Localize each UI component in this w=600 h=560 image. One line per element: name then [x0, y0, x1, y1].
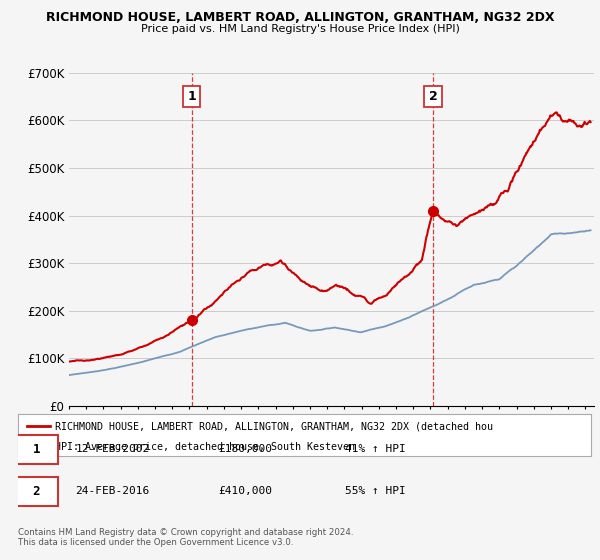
FancyBboxPatch shape — [15, 435, 58, 464]
Text: 12-FEB-2002: 12-FEB-2002 — [76, 444, 149, 454]
Text: RICHMOND HOUSE, LAMBERT ROAD, ALLINGTON, GRANTHAM, NG32 2DX: RICHMOND HOUSE, LAMBERT ROAD, ALLINGTON,… — [46, 11, 554, 24]
Text: Price paid vs. HM Land Registry's House Price Index (HPI): Price paid vs. HM Land Registry's House … — [140, 24, 460, 34]
Text: £180,000: £180,000 — [218, 444, 272, 454]
Text: 1: 1 — [187, 90, 196, 103]
Text: Contains HM Land Registry data © Crown copyright and database right 2024.
This d: Contains HM Land Registry data © Crown c… — [18, 528, 353, 547]
FancyBboxPatch shape — [15, 477, 58, 506]
Text: 24-FEB-2016: 24-FEB-2016 — [76, 486, 149, 496]
Text: HPI: Average price, detached house, South Kesteven: HPI: Average price, detached house, Sout… — [55, 442, 355, 452]
Text: 1: 1 — [32, 442, 40, 456]
Text: 55% ↑ HPI: 55% ↑ HPI — [344, 486, 406, 496]
Text: RICHMOND HOUSE, LAMBERT ROAD, ALLINGTON, GRANTHAM, NG32 2DX (detached hou: RICHMOND HOUSE, LAMBERT ROAD, ALLINGTON,… — [55, 421, 493, 431]
Text: £410,000: £410,000 — [218, 486, 272, 496]
Text: 2: 2 — [32, 484, 40, 498]
Text: 2: 2 — [428, 90, 437, 103]
Text: 41% ↑ HPI: 41% ↑ HPI — [344, 444, 406, 454]
